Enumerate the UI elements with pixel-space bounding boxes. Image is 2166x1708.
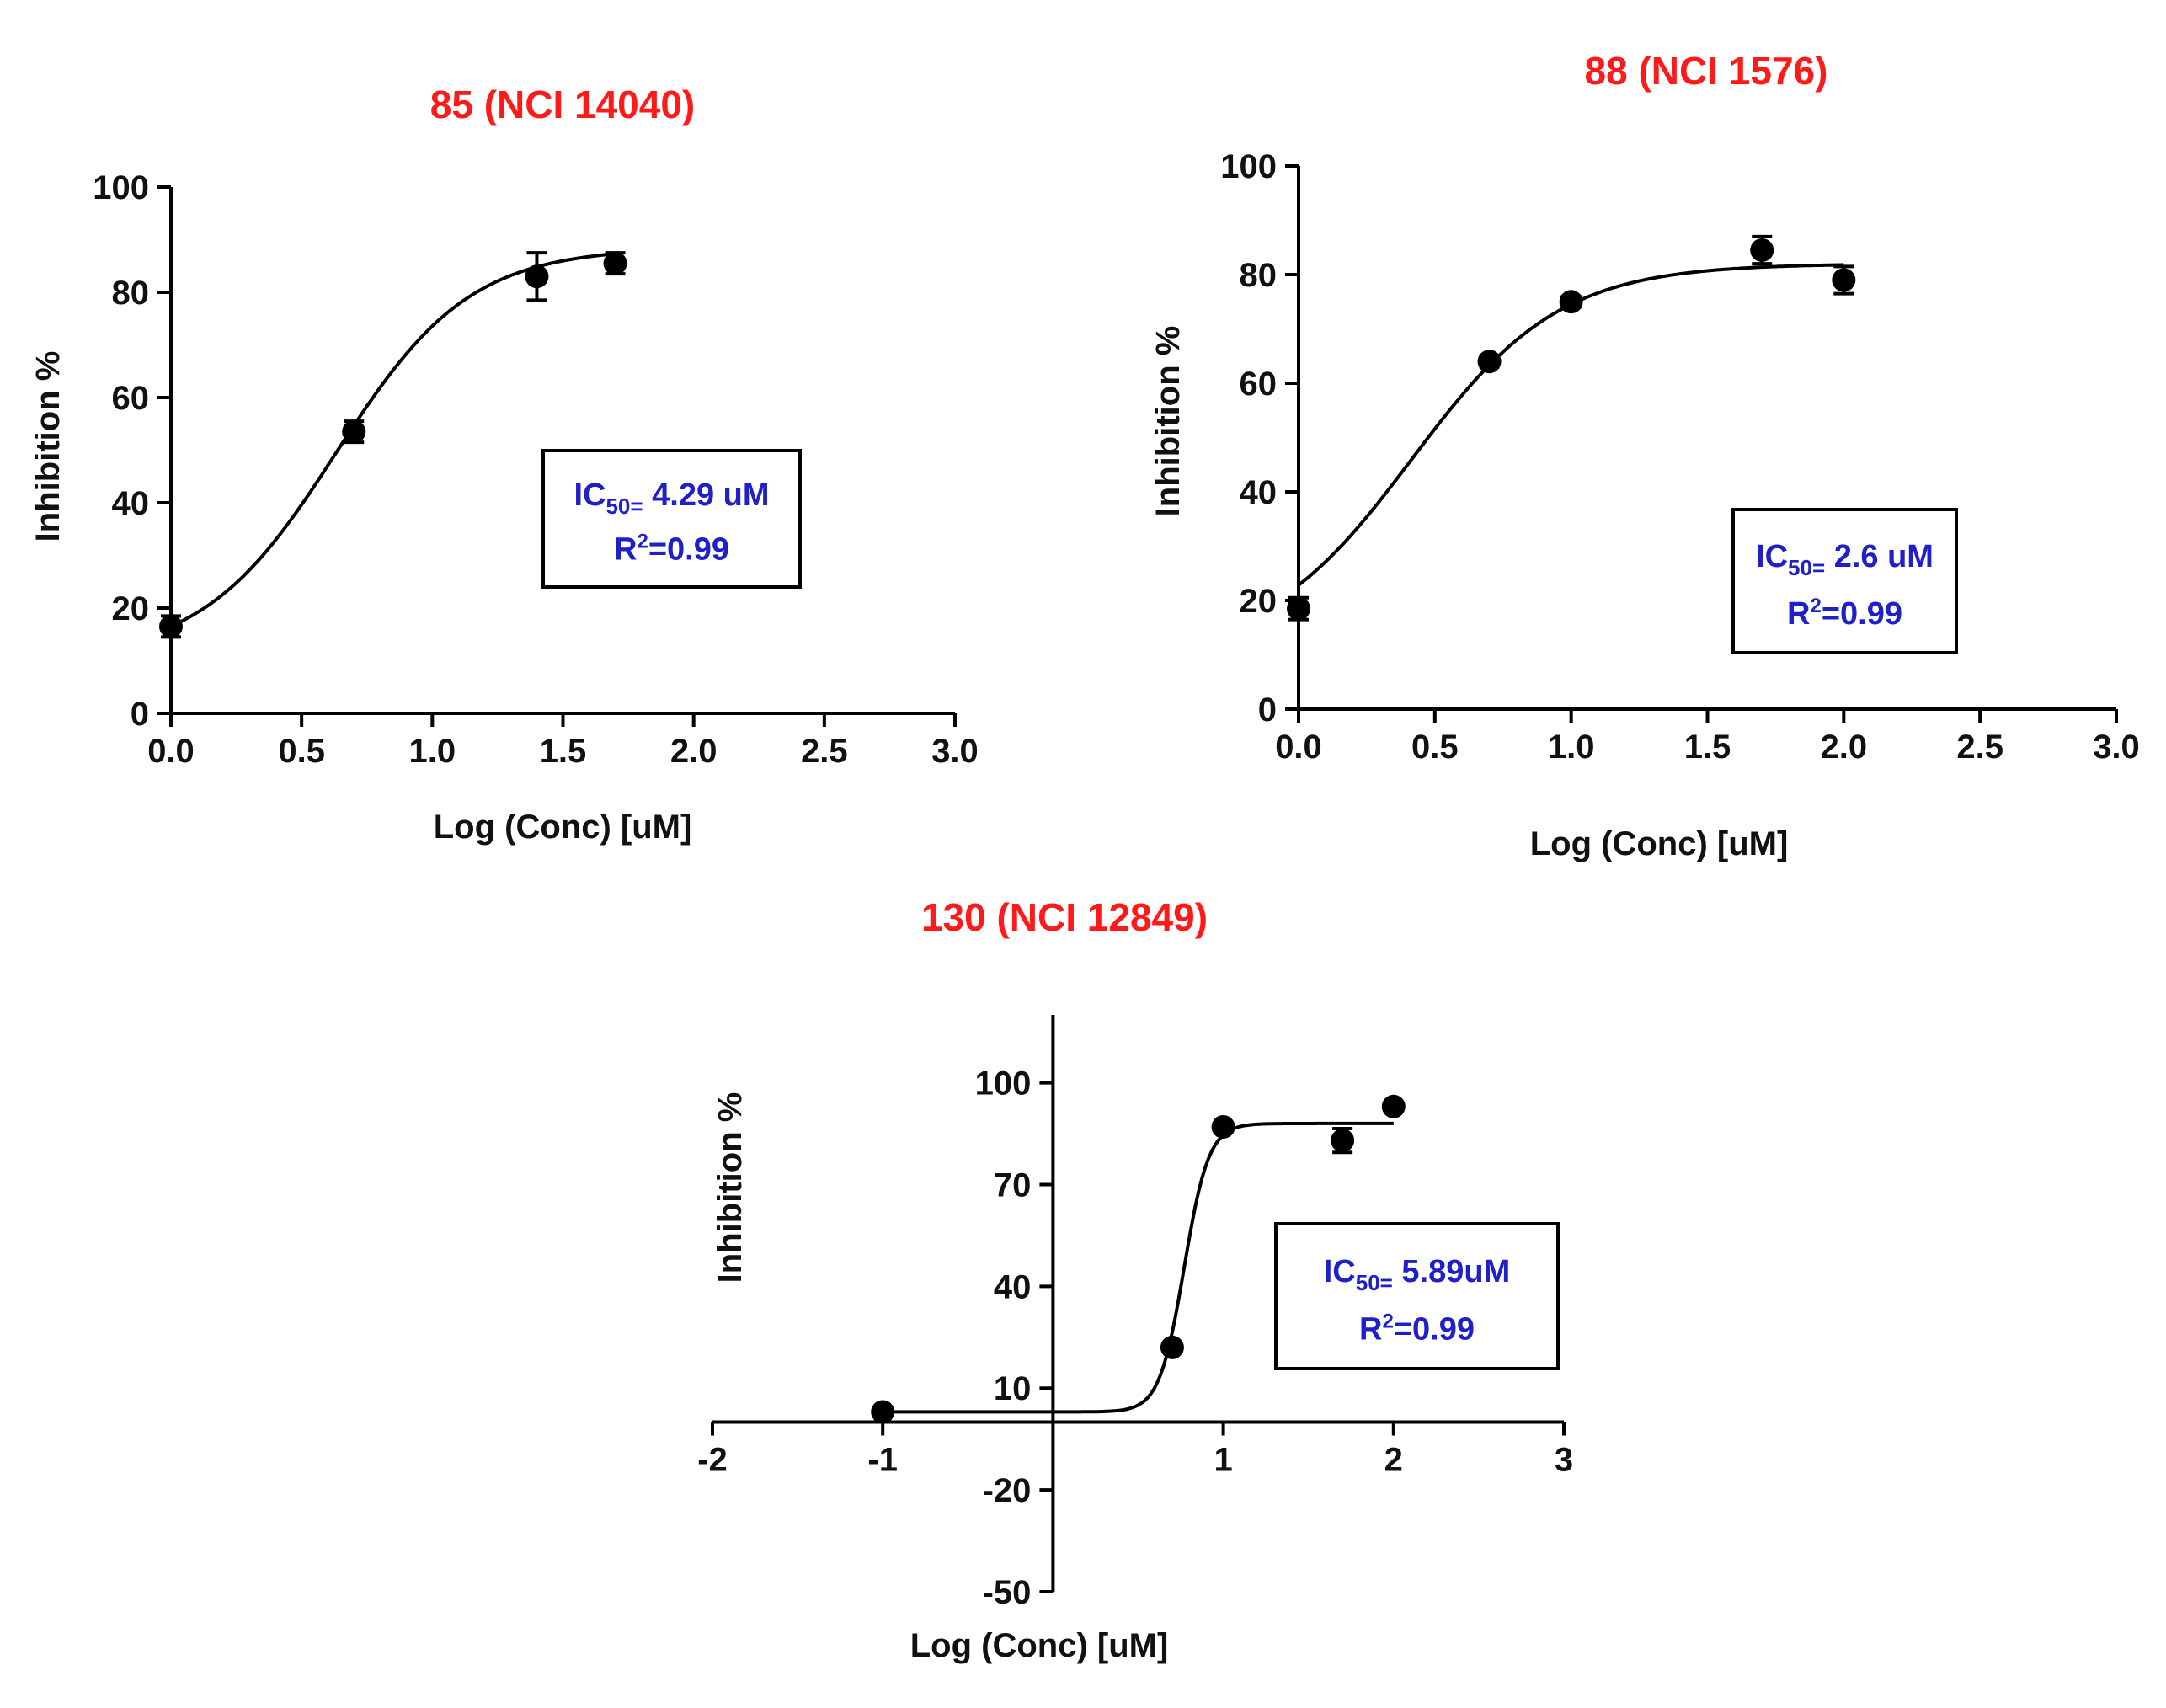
chart-title: 88 (NCI 1576) (1585, 49, 1828, 93)
annotation-box (1274, 1222, 1560, 1370)
x-tick-label: 2.5 (801, 733, 848, 770)
y-tick-label: 60 (112, 380, 150, 417)
x-tick-label: 3.0 (2093, 729, 2140, 766)
chart-title: 130 (NCI 12849) (921, 895, 1208, 939)
data-point (525, 264, 549, 289)
x-tick-label: -1 (867, 1442, 898, 1479)
y-tick-label: 40 (1240, 474, 1278, 511)
x-tick-label: 0.0 (147, 733, 195, 770)
y-axis-label: Inhibition % (29, 351, 67, 542)
y-tick-label: 80 (1240, 257, 1278, 294)
data-point (342, 419, 366, 444)
fit-curve (883, 1121, 1394, 1414)
chart-panel-1: 85 (NCI 14040) 0.0 0.5 1.0 1.5 2.0 2.5 3.0 0 20 40… (29, 83, 979, 846)
x-tick-label: 0.5 (278, 733, 325, 770)
x-tick-label: 1.5 (540, 733, 587, 770)
x-tick-label: 3 (1555, 1442, 1573, 1479)
y-tick-label: -20 (983, 1472, 1032, 1509)
x-tick-label: -2 (697, 1442, 728, 1479)
y-axis-label: Inhibition % (1150, 326, 1187, 517)
r2-label: R2=0.99 (1787, 595, 1902, 632)
chart-panel-2: 88 (NCI 1576) 0.0 0.5 1.0 1.5 2.0 2.5 3.0 0 20 40 6… (1150, 49, 2140, 862)
x-tick-label: 2.0 (670, 733, 718, 770)
y-tick-label: 40 (994, 1268, 1032, 1305)
data-point (871, 1400, 895, 1424)
r2-label: R2=0.99 (1359, 1310, 1475, 1348)
y-tick-label: -50 (983, 1574, 1032, 1611)
y-tick-label: 0 (1258, 691, 1277, 729)
data-point (1559, 290, 1583, 314)
data-point (1160, 1335, 1184, 1359)
y-tick-label: 100 (975, 1065, 1032, 1102)
chart-panel-3: 130 (NCI 12849) -2 -1 1 2 3 -50 -20 10 40 70 100 Log… (697, 895, 1573, 1664)
r2-label: R2=0.99 (614, 531, 729, 568)
x-axis-label: Log (Conc) [uM] (1530, 825, 1789, 862)
x-tick-label: 1.0 (409, 733, 456, 770)
x-tick-label: 1.5 (1684, 729, 1731, 766)
data-point (1477, 350, 1502, 374)
y-tick-label: 0 (131, 696, 149, 733)
x-tick-label: 1.0 (1548, 729, 1595, 766)
data-point (1331, 1129, 1355, 1153)
x-tick-label: 2 (1384, 1442, 1403, 1479)
y-tick-label: 100 (93, 169, 149, 206)
ic50-label: IC50= 4.29 uM (574, 478, 769, 519)
y-tick-label: 20 (112, 590, 150, 627)
y-tick-label: 60 (1240, 366, 1278, 403)
annotation-box (542, 449, 802, 589)
y-axis-label: Inhibition % (712, 1092, 749, 1284)
x-tick-label: 1 (1214, 1442, 1232, 1479)
y-tick-label: 20 (1240, 583, 1278, 620)
y-tick-label: 40 (112, 485, 150, 522)
y-tick-label: 70 (994, 1166, 1032, 1204)
x-tick-label: 0.5 (1411, 729, 1459, 766)
data-point (603, 251, 627, 275)
annotation-box (1731, 508, 1958, 654)
y-tick-label: 80 (112, 275, 150, 312)
data-point (1750, 238, 1774, 262)
data-point (1381, 1094, 1406, 1118)
x-axis-label: Log (Conc) [uM] (434, 809, 692, 846)
data-point (159, 614, 183, 638)
x-tick-label: 2.0 (1821, 729, 1868, 766)
ic50-label: IC50= 5.89uM (1324, 1254, 1511, 1295)
x-tick-label: 2.5 (1956, 729, 2003, 766)
chart-title: 85 (NCI 14040) (430, 83, 696, 126)
x-tick-label: 0.0 (1275, 729, 1322, 766)
x-tick-label: 3.0 (931, 733, 979, 770)
y-tick-label: 10 (994, 1370, 1032, 1407)
ic50-label: IC50= 2.6 uM (1756, 539, 1934, 580)
data-point (1211, 1114, 1235, 1139)
data-point (1287, 596, 1310, 621)
x-axis-label: Log (Conc) [uM] (910, 1627, 1169, 1664)
data-point (1832, 268, 1856, 292)
y-tick-label: 100 (1220, 148, 1277, 185)
